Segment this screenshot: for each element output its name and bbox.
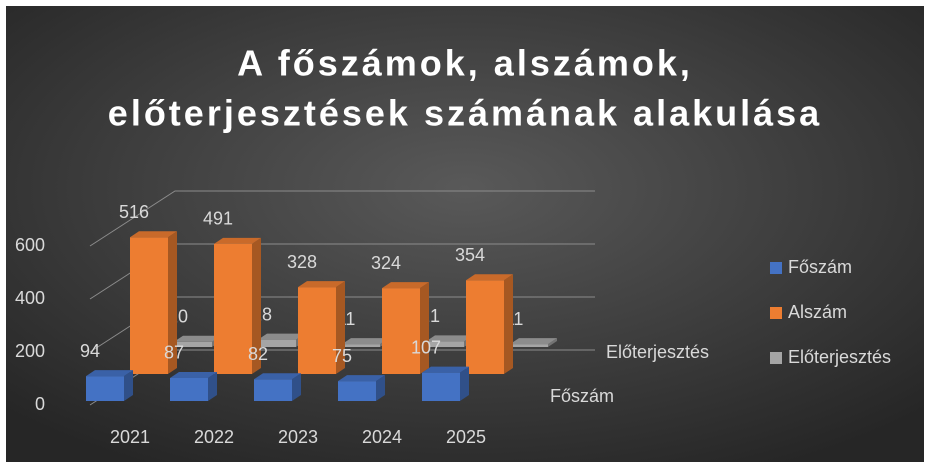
bar-top xyxy=(86,370,133,377)
data-label: 491 xyxy=(203,209,233,229)
data-label: 354 xyxy=(455,245,485,265)
bar-top xyxy=(426,335,473,342)
bar-front xyxy=(86,376,124,401)
bar xyxy=(130,231,177,374)
legend-swatch xyxy=(770,352,782,364)
x-tick-label: 2025 xyxy=(446,427,486,447)
data-label: 82 xyxy=(248,344,268,364)
bar xyxy=(422,366,469,401)
legend-label: Főszám xyxy=(788,257,852,277)
bar-front xyxy=(338,381,376,401)
bar-top xyxy=(466,274,513,281)
x-tick-label: 2021 xyxy=(110,427,150,447)
y-tick-label: 0 xyxy=(35,394,45,414)
bar-top xyxy=(130,231,177,238)
bar-side xyxy=(420,282,429,374)
bar-front xyxy=(422,372,460,401)
data-label: 87 xyxy=(164,343,184,363)
legend-label: Alszám xyxy=(788,302,847,322)
bar-side xyxy=(336,281,345,374)
bar-front xyxy=(170,377,208,401)
bar-side xyxy=(460,366,469,401)
bar-top xyxy=(254,373,301,380)
bar-top xyxy=(170,371,217,378)
y-tick-label: 600 xyxy=(15,235,45,255)
y-tick-label: 400 xyxy=(15,288,45,308)
bar-side xyxy=(252,237,261,374)
data-label: 516 xyxy=(119,202,149,222)
bar xyxy=(382,282,429,374)
bar-front xyxy=(466,280,504,374)
bar-front xyxy=(214,243,252,374)
x-tick-label: 2023 xyxy=(278,427,318,447)
depth-label: Előterjesztés xyxy=(606,342,709,362)
bar xyxy=(214,237,261,374)
bar-top xyxy=(510,338,557,345)
bar-front xyxy=(174,341,212,347)
legend-label: Előterjesztés xyxy=(788,347,891,367)
y-tick-label: 200 xyxy=(15,341,45,361)
bar-top xyxy=(338,375,385,382)
bar xyxy=(86,370,133,401)
bar-side xyxy=(548,338,557,347)
bar-top xyxy=(342,338,389,345)
bar-front xyxy=(426,341,464,347)
data-label: 75 xyxy=(332,346,352,366)
bar-front xyxy=(382,288,420,374)
chart-title: A főszámok, alszámok, xyxy=(237,43,693,84)
bar xyxy=(170,371,217,401)
bar xyxy=(338,375,385,401)
data-label: 107 xyxy=(411,337,441,357)
bar-side xyxy=(376,375,385,401)
bar-side xyxy=(208,371,217,401)
bar-front xyxy=(254,379,292,401)
bar-side xyxy=(292,373,301,401)
bar-top xyxy=(214,237,261,244)
bar-top xyxy=(298,281,345,288)
bar-top xyxy=(258,333,305,340)
bar-front xyxy=(130,237,168,374)
bar xyxy=(298,281,345,374)
bar-top xyxy=(174,335,221,342)
data-label: 94 xyxy=(80,341,100,361)
bar-side xyxy=(168,231,177,374)
bar xyxy=(510,338,557,347)
bar-front xyxy=(342,344,380,347)
bar-top xyxy=(422,366,469,373)
legend-swatch xyxy=(770,262,782,274)
x-tick-label: 2024 xyxy=(362,427,402,447)
chart-title: előterjesztések számának alakulása xyxy=(108,93,822,134)
x-tick-label: 2022 xyxy=(194,427,234,447)
data-label: 324 xyxy=(371,253,401,273)
bar-top xyxy=(382,282,429,289)
bar-front xyxy=(258,339,296,347)
data-label: 328 xyxy=(287,252,317,272)
depth-label: Főszám xyxy=(550,386,614,406)
bar xyxy=(254,373,301,401)
bar xyxy=(466,274,513,374)
legend-swatch xyxy=(770,307,782,319)
grid-line xyxy=(89,190,595,247)
bar-front xyxy=(510,344,548,347)
bar-side xyxy=(504,274,513,374)
bar-side xyxy=(124,370,133,401)
bar-front xyxy=(298,287,336,374)
